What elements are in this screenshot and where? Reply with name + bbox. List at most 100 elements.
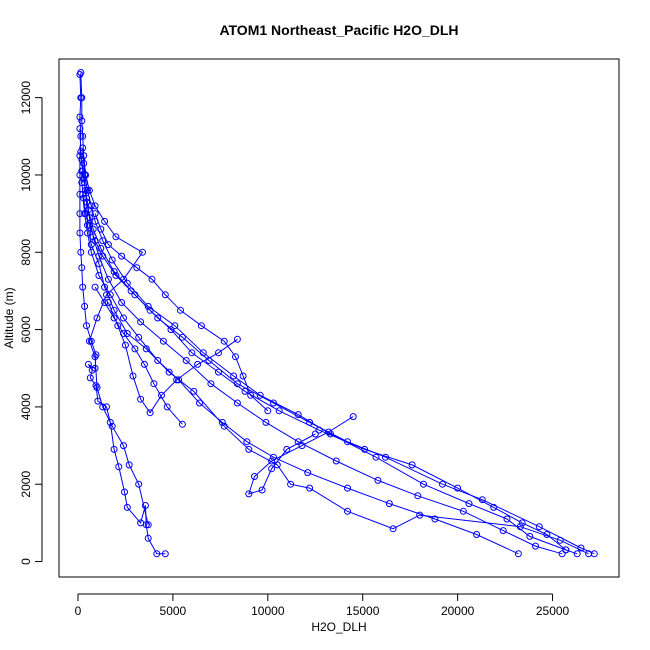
series-line <box>82 194 519 555</box>
data-point <box>121 488 128 496</box>
data-point <box>81 171 89 179</box>
data-point <box>459 507 467 515</box>
data-point <box>85 337 93 345</box>
data-point <box>99 237 107 245</box>
data-point <box>91 283 99 291</box>
data-point <box>85 186 93 194</box>
data-point <box>294 411 302 419</box>
series-9 <box>245 413 357 498</box>
data-point <box>178 333 186 341</box>
data-point <box>199 349 207 357</box>
data-point <box>535 523 543 531</box>
data-point <box>76 113 84 121</box>
data-point <box>76 229 84 237</box>
data-point <box>114 322 122 330</box>
y-tick-label: 10000 <box>19 158 33 192</box>
data-point <box>120 314 127 322</box>
data-point <box>80 159 88 167</box>
data-point <box>141 502 149 509</box>
data-point <box>87 337 95 345</box>
series-8 <box>79 190 522 558</box>
data-point <box>232 353 239 361</box>
chart-title: ATOM1 Northeast_Pacific H2O_DLH <box>219 22 458 38</box>
series-line <box>94 286 183 425</box>
data-point <box>454 484 462 492</box>
data-point <box>245 445 253 453</box>
data-point <box>112 233 120 241</box>
data-point <box>558 550 566 558</box>
data-point <box>420 480 427 488</box>
data-point <box>146 306 154 314</box>
data-point <box>123 330 131 337</box>
y-tick-label: 12000 <box>19 81 33 115</box>
data-point <box>140 360 148 368</box>
data-point <box>414 492 422 500</box>
data-point <box>131 345 139 353</box>
data-point <box>196 399 203 407</box>
data-point <box>215 368 222 376</box>
data-point <box>161 550 169 558</box>
data-point <box>408 461 416 469</box>
data-point <box>233 399 241 407</box>
data-point <box>385 500 393 508</box>
data-point <box>514 550 522 558</box>
data-point <box>77 248 85 256</box>
data-point <box>77 69 85 76</box>
data-point <box>311 430 319 438</box>
data-point <box>104 275 112 283</box>
data-point <box>127 287 135 295</box>
data-point <box>101 217 109 225</box>
data-point <box>144 302 152 310</box>
data-point <box>241 387 249 395</box>
x-tick-label: 0 <box>75 604 82 618</box>
data-point <box>243 438 251 446</box>
x-tick-label: 10000 <box>251 604 285 618</box>
data-point <box>129 372 137 380</box>
x-tick-label: 5000 <box>160 604 187 618</box>
data-point <box>133 264 141 272</box>
data-point <box>165 368 173 376</box>
data-point <box>110 314 118 322</box>
data-point <box>374 476 382 484</box>
data-point <box>121 341 129 349</box>
data-point <box>239 372 247 380</box>
data-point <box>325 428 333 436</box>
data-point <box>188 349 196 357</box>
data-point <box>79 167 87 175</box>
data-point <box>87 248 95 256</box>
data-point <box>125 461 133 469</box>
data-point <box>194 360 202 368</box>
data-point <box>262 418 270 426</box>
data-point <box>573 550 581 558</box>
data-point <box>112 272 120 279</box>
x-tick-label: 15000 <box>346 604 380 618</box>
data-point <box>190 387 198 395</box>
data-point <box>268 465 276 473</box>
data-point <box>144 534 152 542</box>
data-point <box>78 117 86 125</box>
data-point <box>123 503 131 511</box>
data-point <box>304 469 312 477</box>
data-point <box>91 364 99 372</box>
data-point <box>137 519 145 527</box>
series-line <box>80 72 149 525</box>
series-7 <box>76 125 570 554</box>
data-point <box>97 225 105 233</box>
data-point <box>99 403 107 411</box>
data-point <box>83 322 90 330</box>
data-point <box>167 326 175 334</box>
series-11 <box>104 299 241 417</box>
data-point <box>79 283 87 291</box>
data-point <box>84 186 91 194</box>
data-point <box>93 384 101 392</box>
data-point <box>306 484 314 492</box>
data-point <box>81 210 89 218</box>
data-point <box>298 442 306 450</box>
data-point <box>332 457 340 465</box>
data-point <box>315 426 323 434</box>
data-point <box>120 330 127 337</box>
data-point <box>153 550 161 558</box>
data-point <box>137 395 145 403</box>
